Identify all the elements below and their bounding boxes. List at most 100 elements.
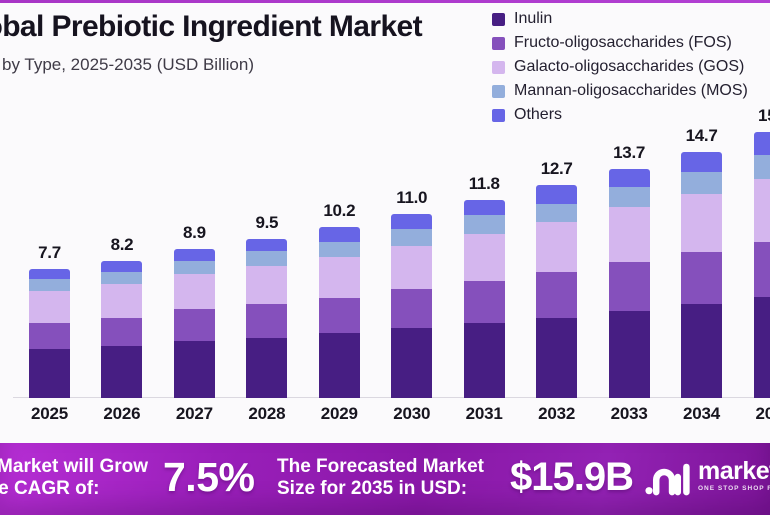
bar-segment-3 — [681, 193, 723, 253]
page-title: Global Prebiotic Ingredient Market — [0, 10, 423, 43]
legend-item-2: Fructo-oligosaccharides (FOS) — [492, 31, 770, 55]
brand-logo-icon — [644, 458, 690, 501]
bar-segment-4 — [753, 155, 770, 179]
bar-segment-3 — [753, 178, 770, 243]
bar-segment-4 — [101, 272, 143, 285]
x-axis-label: 2034 — [683, 404, 721, 423]
bar-total-label: 11.0 — [396, 187, 428, 207]
bar-segment-4 — [608, 186, 650, 208]
bar-total-label: 8.2 — [110, 234, 134, 254]
bar-segment-4 — [29, 279, 70, 291]
x-axis-label: 2033 — [610, 404, 648, 423]
bar-segment-5 — [463, 200, 505, 216]
bar-segment-5 — [608, 168, 650, 187]
bar-segment-5 — [173, 248, 215, 261]
bar-segment-3 — [391, 245, 433, 290]
bar-segment-1 — [318, 332, 360, 398]
bar-segment-1 — [29, 349, 70, 398]
bar-segment-1 — [246, 337, 288, 398]
x-axis-label: 2031 — [465, 404, 503, 423]
bar-segment-3 — [463, 233, 505, 281]
bar-total-label: 13.7 — [613, 142, 646, 162]
x-axis-label: 2032 — [538, 404, 576, 423]
x-axis-label: 2035 — [755, 404, 770, 423]
brand-logo-name: market.us — [698, 457, 770, 485]
legend-item-5: Others — [492, 103, 770, 127]
bar-segment-2 — [463, 280, 505, 323]
bar-segment-2 — [246, 304, 288, 338]
bar-total-label: 14.7 — [685, 125, 718, 145]
top-border — [0, 0, 770, 3]
forecast-caption-line1: The Forecasted Market — [277, 456, 484, 477]
bar-segment-4 — [463, 215, 505, 234]
bar-segment-3 — [173, 274, 215, 310]
bar-2030 — [391, 213, 433, 398]
legend-label: Others — [514, 106, 563, 123]
bar-2033 — [608, 168, 650, 398]
bar-segment-1 — [173, 341, 215, 398]
legend-item-4: Mannan-oligosaccharides (MOS) — [492, 79, 770, 103]
bar-segment-1 — [463, 322, 505, 398]
bar-segment-3 — [608, 207, 650, 263]
bar-segment-4 — [536, 203, 578, 223]
bar-total-label: 7.7 — [38, 243, 61, 263]
bar-segment-4 — [318, 242, 360, 258]
legend-swatch — [492, 36, 505, 50]
legend-swatch — [492, 108, 505, 122]
legend-label: Inulin — [514, 10, 553, 27]
x-axis-label: 2025 — [30, 404, 69, 423]
bar-segment-3 — [29, 290, 70, 323]
bar-total-label: 10.2 — [323, 201, 356, 221]
bar-segment-1 — [101, 346, 143, 398]
bar-total-label: 11.8 — [468, 174, 500, 194]
bar-segment-4 — [173, 260, 215, 275]
bar-segment-5 — [246, 238, 288, 251]
bar-segment-3 — [246, 265, 288, 305]
bar-segment-4 — [681, 171, 723, 194]
cagr-caption: The Market will Grow at the CAGR of: — [0, 456, 148, 500]
bar-segment-2 — [753, 242, 770, 298]
bar-segment-5 — [681, 151, 723, 172]
plot-area: 7.7 2025 8.2 2026 8.9 2027 9.5 2028 10.2 2029 11.0… — [13, 105, 770, 423]
footer-banner: The Market will Grow at the CAGR of: 7.5… — [0, 443, 770, 515]
bar-2035 — [753, 131, 770, 398]
bar-segment-5 — [101, 260, 143, 273]
bar-segment-1 — [608, 310, 650, 398]
forecast-caption-line2: Size for 2035 in USD: — [277, 478, 468, 499]
bar-segment-4 — [246, 250, 288, 266]
bar-2027 — [173, 248, 215, 398]
bar-segment-5 — [536, 185, 578, 204]
bar-2034 — [681, 151, 723, 398]
cagr-caption-line1: The Market will Grow — [0, 456, 149, 477]
bar-segment-1 — [536, 317, 578, 398]
legend-label: Galacto-oligosaccharides (GOS) — [514, 58, 745, 75]
x-axis-label: 2029 — [320, 404, 358, 423]
x-axis-label: 2028 — [248, 404, 286, 423]
brand-logo-tagline: ONE STOP SHOP FOR THE — [698, 485, 770, 492]
bar-segment-5 — [391, 213, 433, 229]
cagr-caption-line2: at the CAGR of: — [0, 478, 100, 499]
bar-segment-1 — [681, 304, 723, 398]
legend-item-3: Galacto-oligosaccharides (GOS) — [492, 55, 770, 79]
page-subtitle: by Type, 2025-2035 (USD Billion) — [2, 55, 254, 74]
legend-item-1: Inulin — [492, 7, 770, 31]
bar-segment-3 — [101, 284, 143, 318]
bar-segment-1 — [391, 327, 433, 398]
x-axis-label: 2027 — [175, 404, 213, 423]
bar-total-label: 8.9 — [183, 222, 206, 242]
brand-logo: market.us ONE STOP SHOP FOR THE — [644, 458, 770, 501]
legend-swatch — [492, 84, 505, 98]
bar-total-label: 15.9 — [758, 105, 770, 125]
bar-segment-2 — [681, 252, 723, 305]
bar-segment-3 — [536, 222, 578, 273]
bar-2026 — [101, 260, 143, 398]
bar-segment-4 — [391, 228, 433, 246]
forecast-value: $15.9B — [510, 455, 634, 499]
bar-2025 — [29, 269, 70, 398]
legend-swatch — [492, 60, 505, 74]
bar-segment-5 — [318, 227, 360, 243]
cagr-value: 7.5% — [163, 454, 255, 500]
bar-segment-5 — [753, 131, 770, 156]
legend-swatch — [492, 12, 505, 26]
